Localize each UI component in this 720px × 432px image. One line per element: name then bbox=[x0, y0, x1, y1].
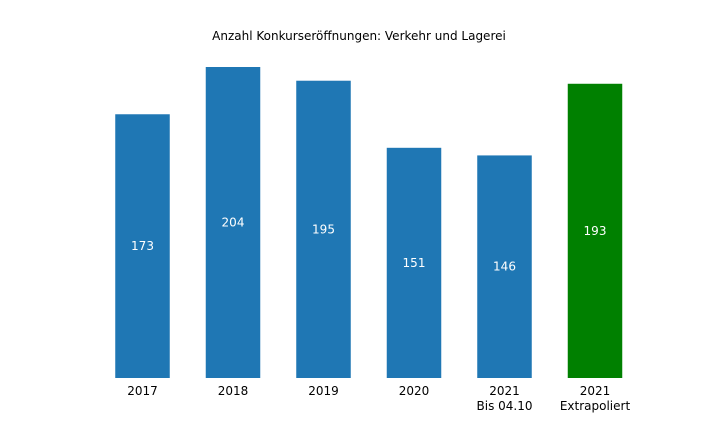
value-labels-layer: 173 204 195 151 146 193 bbox=[131, 216, 606, 274]
x-tick-label-1: 2018 bbox=[218, 384, 249, 398]
x-tick-label-4: 2021 Bis 04.10 bbox=[477, 384, 533, 413]
bar-1 bbox=[205, 67, 261, 378]
chart-title: Anzahl Konkurseröffnungen: Verkehr und L… bbox=[212, 29, 506, 43]
x-tick-label-line: Extrapoliert bbox=[560, 399, 631, 413]
data-label-1: 204 bbox=[222, 216, 245, 230]
bar-3 bbox=[386, 147, 442, 378]
data-label-2: 195 bbox=[312, 222, 335, 236]
x-tick-label-line: 2017 bbox=[127, 384, 158, 398]
data-label-5: 193 bbox=[584, 224, 607, 238]
x-tick-label-2: 2019 bbox=[308, 384, 339, 398]
data-label-4: 146 bbox=[493, 260, 516, 274]
bar-4 bbox=[477, 155, 532, 378]
x-tick-label-line: 2018 bbox=[218, 384, 249, 398]
bar-5 bbox=[567, 83, 623, 379]
x-tick-label-line: 2021 bbox=[580, 384, 611, 398]
x-tick-label-line: Bis 04.10 bbox=[477, 399, 533, 413]
x-tick-label-0: 2017 bbox=[127, 384, 158, 398]
bar-0 bbox=[115, 114, 170, 378]
x-tick-label-line: 2020 bbox=[399, 384, 430, 398]
x-tick-label-3: 2020 bbox=[399, 384, 430, 398]
data-label-3: 151 bbox=[403, 256, 426, 270]
x-tick-label-5: 2021 Extrapoliert bbox=[560, 384, 631, 413]
bar-2 bbox=[296, 80, 351, 378]
x-tick-label-line: 2021 bbox=[489, 384, 520, 398]
bars-layer bbox=[115, 67, 623, 379]
x-tick-label-line: 2019 bbox=[308, 384, 339, 398]
data-label-0: 173 bbox=[131, 239, 154, 253]
